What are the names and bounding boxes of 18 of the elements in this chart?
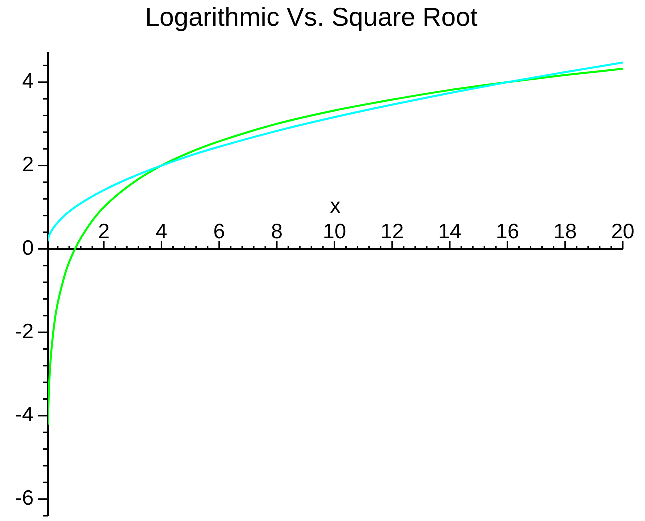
x-tick-label: 2 (98, 220, 110, 244)
y-tick-label: -4 (15, 404, 34, 427)
x-axis-title: x (330, 195, 342, 218)
x-tick-label: 10 (323, 220, 346, 244)
y-tick-label: -6 (15, 487, 34, 510)
x-tick-label: 6 (214, 220, 226, 244)
chart-title: Logarithmic Vs. Square Root (145, 2, 478, 32)
x-tick-label: 18 (554, 220, 578, 244)
x-tick-label: 12 (380, 220, 404, 244)
x-tick-label: 14 (438, 220, 462, 244)
y-tick-label: -2 (15, 320, 34, 344)
x-tick-label: 16 (496, 220, 520, 244)
x-tick-label: 20 (611, 220, 635, 244)
y-tick-label: 0 (22, 236, 34, 260)
y-tick-label: 2 (22, 154, 34, 177)
x-tick-label: 8 (271, 220, 283, 244)
y-tick-label: 4 (22, 70, 34, 94)
x-tick-label: 4 (156, 220, 168, 244)
